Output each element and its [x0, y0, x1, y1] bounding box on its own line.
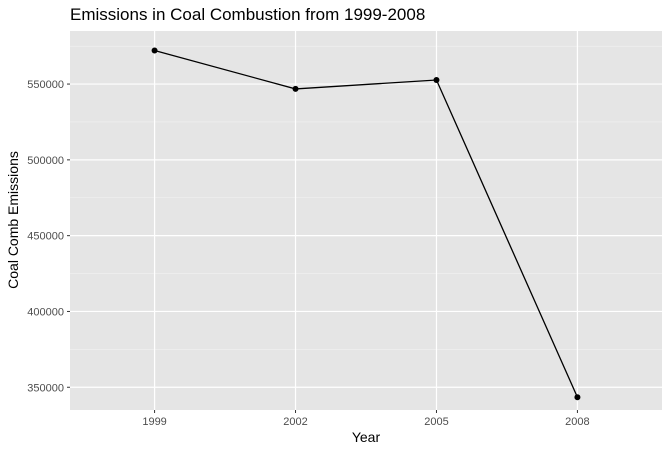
y-tick-label: 400000 — [27, 306, 64, 318]
plot-panel — [70, 31, 662, 410]
series-line — [154, 49, 579, 398]
major-grid-lines — [70, 31, 662, 410]
y-axis: 350000 400000 450000 500000 550000 — [27, 79, 70, 394]
y-axis-title: Coal Comb Emissions — [5, 151, 21, 289]
x-tick-label: 2008 — [565, 416, 589, 428]
x-axis-title: Year — [352, 429, 381, 445]
x-tick-label: 2005 — [424, 416, 448, 428]
data-point — [151, 47, 158, 54]
minor-grid-lines — [70, 45, 662, 350]
chart-title: Emissions in Coal Combustion from 1999-2… — [70, 5, 425, 24]
y-tick-label: 550000 — [27, 79, 64, 91]
series-layer — [151, 47, 581, 401]
data-point — [292, 85, 299, 92]
y-tick-label: 350000 — [27, 382, 64, 394]
x-axis: 1999 2002 2005 2008 — [142, 410, 590, 428]
data-point — [574, 394, 581, 401]
y-tick-label: 500000 — [27, 155, 64, 167]
data-point — [433, 77, 440, 84]
x-tick-label: 2002 — [283, 416, 307, 428]
x-tick-label: 1999 — [142, 416, 166, 428]
y-tick-label: 450000 — [27, 231, 64, 243]
